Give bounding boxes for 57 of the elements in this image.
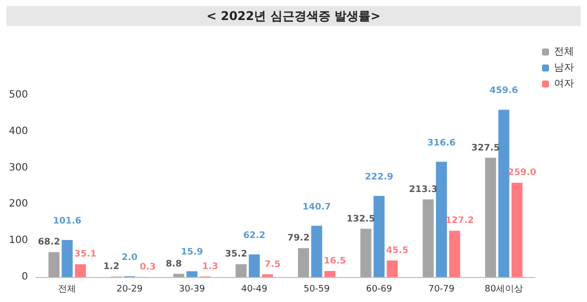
y-tick-label: 300 (8, 162, 28, 174)
bar (62, 240, 73, 277)
bar (262, 274, 274, 277)
bar (298, 248, 309, 277)
data-label: 62.2 (243, 230, 266, 241)
y-tick-label: 0 (22, 272, 28, 282)
data-label: 45.5 (386, 246, 408, 256)
data-label: 79.2 (287, 234, 310, 244)
x-tick-label: 60-69 (366, 284, 392, 294)
data-label: 222.9 (364, 172, 394, 182)
data-label: 16.5 (324, 256, 346, 266)
x-tick-label: 40-49 (241, 284, 268, 294)
bar (360, 228, 372, 277)
data-label: 316.6 (427, 138, 456, 148)
y-tick-label: 100 (8, 235, 28, 246)
legend-label: 여자 (554, 78, 574, 90)
legend-label: 남자 (554, 62, 574, 74)
bar (498, 110, 510, 277)
x-tick-label: 50-59 (304, 284, 330, 294)
data-label: 1.2 (103, 262, 120, 272)
legend-label: 전체 (554, 46, 574, 58)
data-label: 7.5 (264, 260, 280, 270)
data-label: 8.8 (166, 259, 182, 270)
bar (236, 264, 247, 277)
x-tick-label: 80세이상 (484, 284, 524, 294)
bar (512, 182, 523, 277)
data-label: 1.3 (202, 262, 218, 272)
bar (422, 199, 434, 277)
data-label: 15.9 (180, 248, 204, 258)
x-tick-label: 70-79 (428, 284, 455, 294)
bar (374, 196, 385, 277)
bar (449, 230, 460, 277)
y-tick-label: 500 (8, 90, 28, 100)
bar (248, 254, 260, 277)
data-label: 101.6 (52, 216, 82, 227)
bar (311, 226, 322, 277)
data-label: 35.1 (74, 250, 97, 260)
bar (48, 252, 60, 277)
bar (436, 162, 447, 277)
bar (485, 158, 496, 277)
bar (186, 271, 198, 277)
data-label: 140.7 (302, 202, 331, 212)
bar (173, 274, 184, 277)
data-label: 35.2 (224, 250, 248, 260)
bar (74, 264, 86, 277)
data-label: 2.0 (122, 252, 138, 263)
x-tick-label: 전체 (58, 284, 76, 294)
data-label: 459.6 (490, 86, 518, 96)
chart-title: < 2022년 심근경색증 발생률> (206, 9, 381, 23)
y-tick-label: 400 (8, 126, 28, 137)
data-label: 0.3 (140, 262, 156, 272)
y-tick-label: 200 (8, 198, 28, 210)
x-tick-label: 30-39 (178, 284, 206, 294)
bar (324, 270, 336, 277)
data-label: 68.2 (38, 238, 60, 248)
bar (386, 260, 398, 277)
x-tick-label: 20-29 (116, 284, 143, 294)
